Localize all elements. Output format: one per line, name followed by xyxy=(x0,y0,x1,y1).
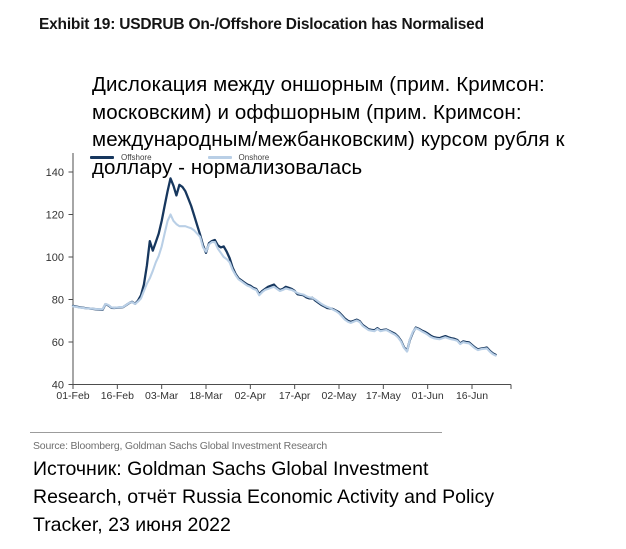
divider-line xyxy=(30,432,442,433)
x-tick-label: 03-Mar xyxy=(145,390,179,402)
y-tick-label: 120 xyxy=(46,209,64,221)
y-tick-label: 80 xyxy=(52,294,64,306)
x-tick-label: 01-Feb xyxy=(56,390,89,402)
y-tick-label: 40 xyxy=(52,379,64,391)
translation-annotation: Дислокация между оншорным (прим. Кримсон… xyxy=(92,71,617,181)
onshore-series-line xyxy=(71,213,497,357)
x-tick-label: 02-May xyxy=(321,390,357,402)
x-tick-label: 16-Feb xyxy=(101,390,134,402)
annotation-line: международным/межбанковским) курсом рубл… xyxy=(92,128,565,152)
legend-label-onshore: Onshore xyxy=(238,153,270,162)
onshore-line-swatch xyxy=(207,156,232,159)
y-tick-label: 60 xyxy=(52,337,64,349)
annotation-line: доллару - нормализовалась xyxy=(92,155,363,179)
annotation-line: московским) и оффшорным (прим. Кримсон: xyxy=(92,100,522,124)
chart-legend: Offshore Onshore xyxy=(90,153,269,162)
footer-line: Источник: Goldman Sachs Global Investmen… xyxy=(33,458,429,480)
footer-line: Tracker, 23 июня 2022 xyxy=(33,514,231,536)
footer-line: Research, отчёт Russia Economic Activity… xyxy=(33,486,495,508)
source-note: Source: Bloomberg, Goldman Sachs Global … xyxy=(33,440,328,452)
exhibit-title: Exhibit 19: USDRUB On-/Offshore Dislocat… xyxy=(39,16,484,33)
offshore-line-swatch xyxy=(90,156,114,159)
footer-citation: Источник: Goldman Sachs Global Investmen… xyxy=(33,455,608,539)
x-tick-label: 01-Jun xyxy=(412,390,444,402)
x-tick-label: 18-Mar xyxy=(189,390,223,402)
x-tick-label: 17-May xyxy=(366,390,402,402)
y-tick-label: 100 xyxy=(46,252,64,264)
legend-label-offshore: Offshore xyxy=(121,153,152,162)
x-tick-label: 17-Apr xyxy=(279,390,311,402)
y-tick-label: 140 xyxy=(46,167,64,179)
axes xyxy=(72,153,511,385)
x-tick-label: 16-Jun xyxy=(456,390,488,402)
x-tick-label: 02-Apr xyxy=(235,390,267,402)
annotation-line: Дислокация между оншорным (прим. Кримсон… xyxy=(92,73,545,96)
offshore-series-line xyxy=(71,177,497,356)
